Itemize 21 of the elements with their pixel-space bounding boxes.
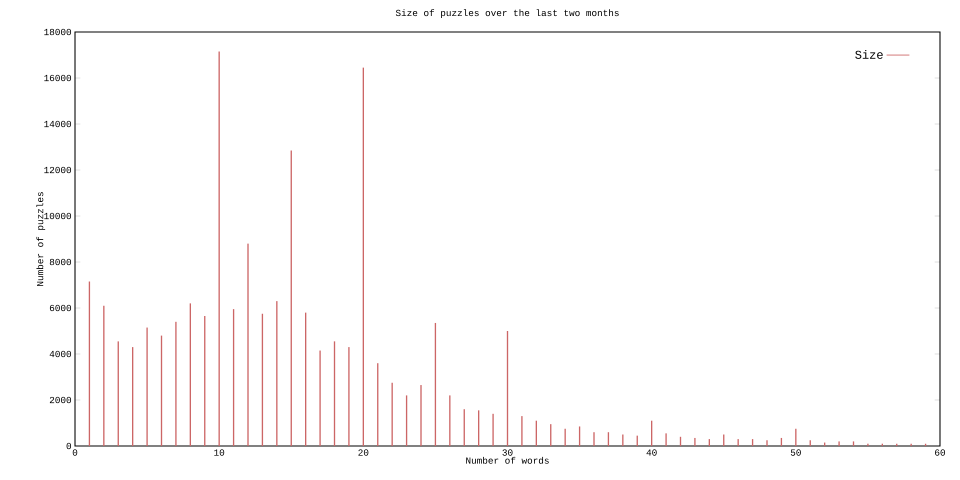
x-tick-label: 30 [502, 449, 513, 456]
x-tick-label: 20 [358, 449, 368, 456]
y-tick-label: 6000 [50, 304, 72, 312]
y-tick-label: 12000 [44, 166, 72, 174]
y-tick-label: 2000 [50, 396, 72, 404]
y-tick-label: 0 [66, 442, 72, 450]
y-tick-label: 18000 [44, 28, 72, 36]
x-axis-title: Number of words [466, 456, 549, 464]
y-tick-label: 10000 [44, 212, 72, 220]
x-tick-label: 0 [72, 449, 78, 456]
x-tick-label: 10 [214, 449, 224, 456]
chart-title: Size of puzzles over the last two months [396, 9, 619, 18]
y-tick-label: 4000 [50, 350, 72, 358]
legend-label: Size [855, 50, 883, 59]
x-tick-label: 60 [935, 449, 946, 456]
x-tick-label: 40 [646, 449, 657, 456]
y-tick-label: 14000 [44, 120, 72, 128]
y-tick-label: 8000 [50, 258, 72, 266]
y-axis-title: Number of puzzles [36, 192, 46, 286]
x-tick-label: 50 [790, 449, 801, 456]
y-tick-label: 16000 [44, 74, 72, 82]
